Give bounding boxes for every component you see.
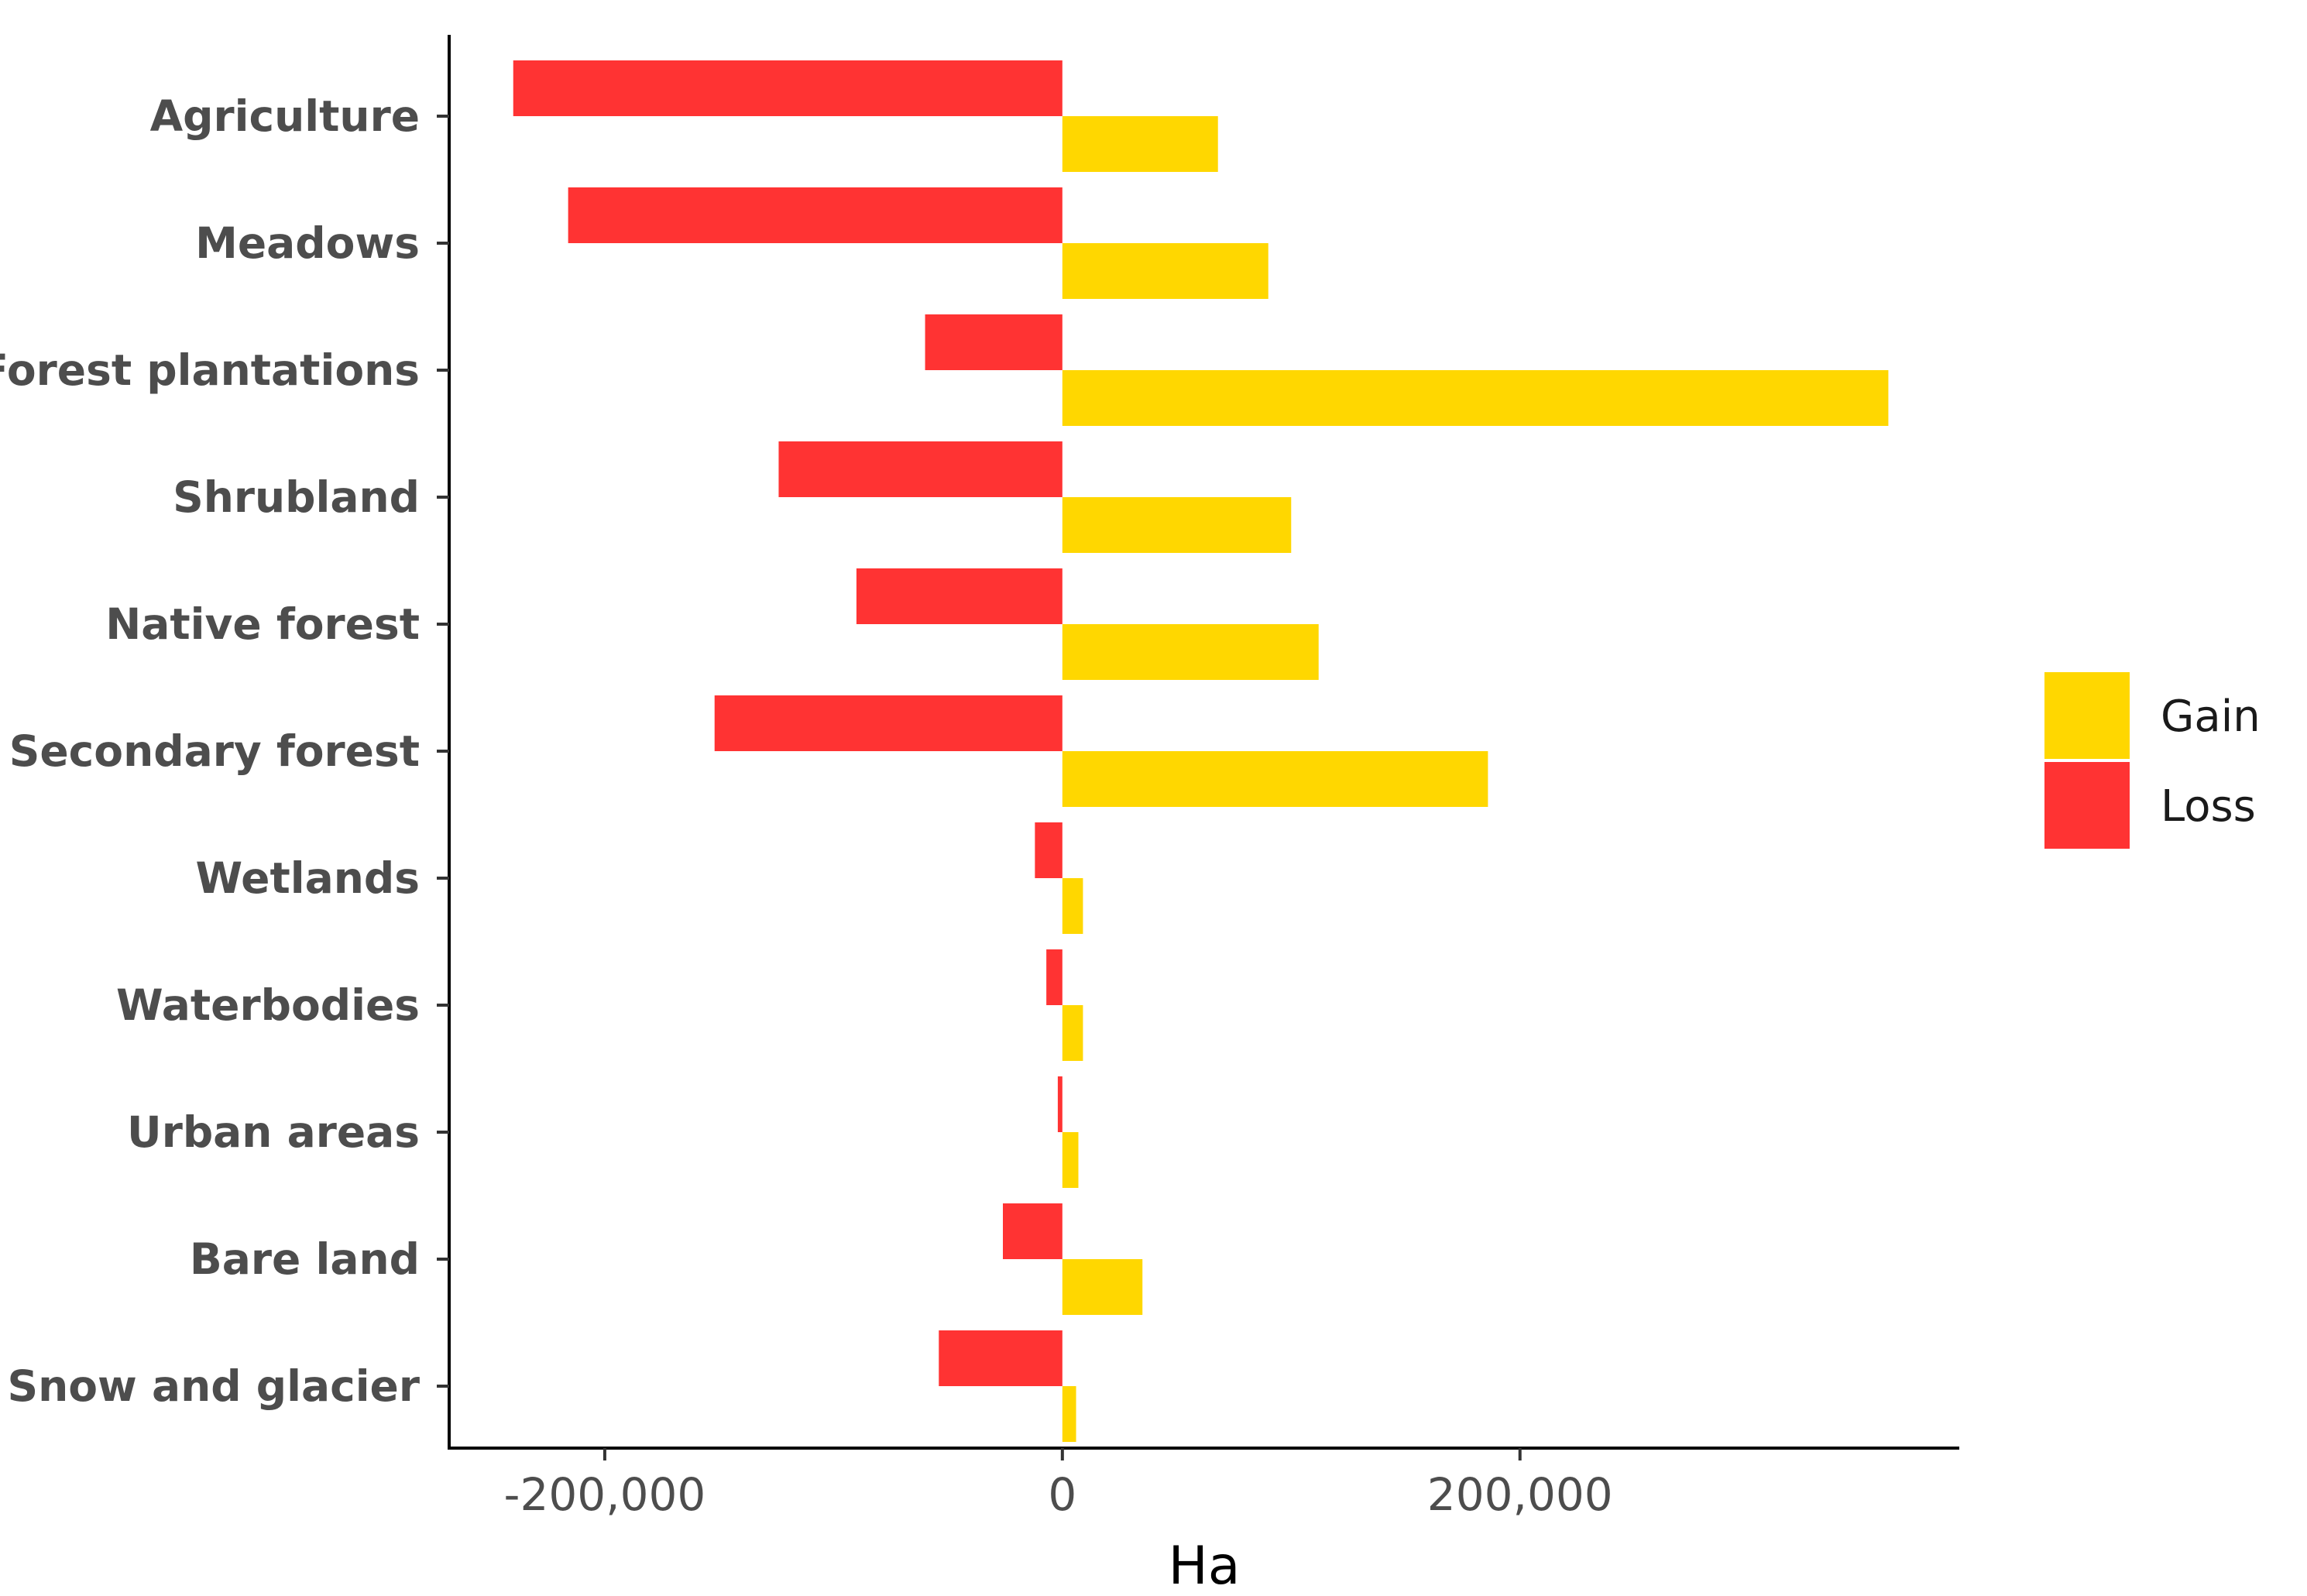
- y-tick-label-wetlands: Wetlands: [195, 853, 420, 903]
- bar-loss-secondary-forest: [714, 695, 1063, 751]
- loss-bars: [513, 60, 1063, 1386]
- bar-loss-snow-and-glacier: [939, 1330, 1063, 1386]
- bar-gain-urban-areas: [1062, 1132, 1079, 1188]
- legend-key-loss: [2044, 762, 2130, 849]
- bar-gain-native-forest: [1062, 624, 1319, 680]
- bar-gain-agriculture: [1062, 116, 1218, 172]
- y-tick-label-forest-plantations: Forest plantations: [0, 345, 420, 395]
- bar-gain-waterbodies: [1062, 1005, 1083, 1061]
- bar-loss-agriculture: [513, 60, 1063, 116]
- legend: Gain Loss: [2044, 672, 2261, 849]
- bar-gain-shrubland: [1062, 497, 1292, 553]
- y-axis-ticks: Agriculture Meadows Forest plantations Shru…: [0, 91, 449, 1411]
- y-tick-label-shrubland: Shrubland: [173, 472, 420, 522]
- bar-loss-wetlands: [1035, 822, 1063, 878]
- y-tick-label-meadows: Meadows: [195, 218, 420, 268]
- x-axis-ticks: -200,000 0 200,000: [504, 1448, 1613, 1521]
- x-tick-label-2: 200,000: [1427, 1468, 1613, 1521]
- y-tick-label-waterbodies: Waterbodies: [116, 980, 420, 1030]
- bar-loss-meadows: [568, 187, 1063, 243]
- x-tick-label-0: -200,000: [504, 1468, 706, 1521]
- x-tick-label-1: 0: [1048, 1468, 1076, 1521]
- y-tick-label-secondary-forest: Secondary forest: [9, 726, 420, 776]
- legend-label-loss: Loss: [2161, 781, 2256, 832]
- y-tick-label-bare-land: Bare land: [190, 1234, 420, 1284]
- bar-gain-bare-land: [1062, 1259, 1143, 1315]
- legend-key-gain: [2044, 672, 2130, 759]
- y-tick-label-snow-and-glacier: Snow and glacier: [7, 1361, 420, 1411]
- bar-gain-wetlands: [1062, 878, 1083, 934]
- bar-gain-secondary-forest: [1062, 751, 1488, 807]
- y-tick-label-agriculture: Agriculture: [150, 91, 420, 141]
- bar-loss-bare-land: [1003, 1203, 1063, 1259]
- y-tick-label-native-forest: Native forest: [105, 599, 420, 649]
- y-tick-label-urban-areas: Urban areas: [127, 1107, 420, 1157]
- legend-label-gain: Gain: [2161, 692, 2261, 742]
- bar-gain-forest-plantations: [1062, 370, 1889, 426]
- bar-loss-urban-areas: [1057, 1076, 1063, 1132]
- bar-loss-shrubland: [778, 441, 1063, 497]
- bar-loss-forest-plantations: [925, 314, 1063, 370]
- x-axis-title: Ha: [1169, 1536, 1241, 1596]
- bar-gain-meadows: [1062, 243, 1269, 299]
- bar-gain-snow-and-glacier: [1062, 1386, 1076, 1442]
- gain-bars: [1062, 116, 1889, 1442]
- bar-loss-native-forest: [856, 568, 1063, 624]
- bar-loss-waterbodies: [1046, 949, 1063, 1005]
